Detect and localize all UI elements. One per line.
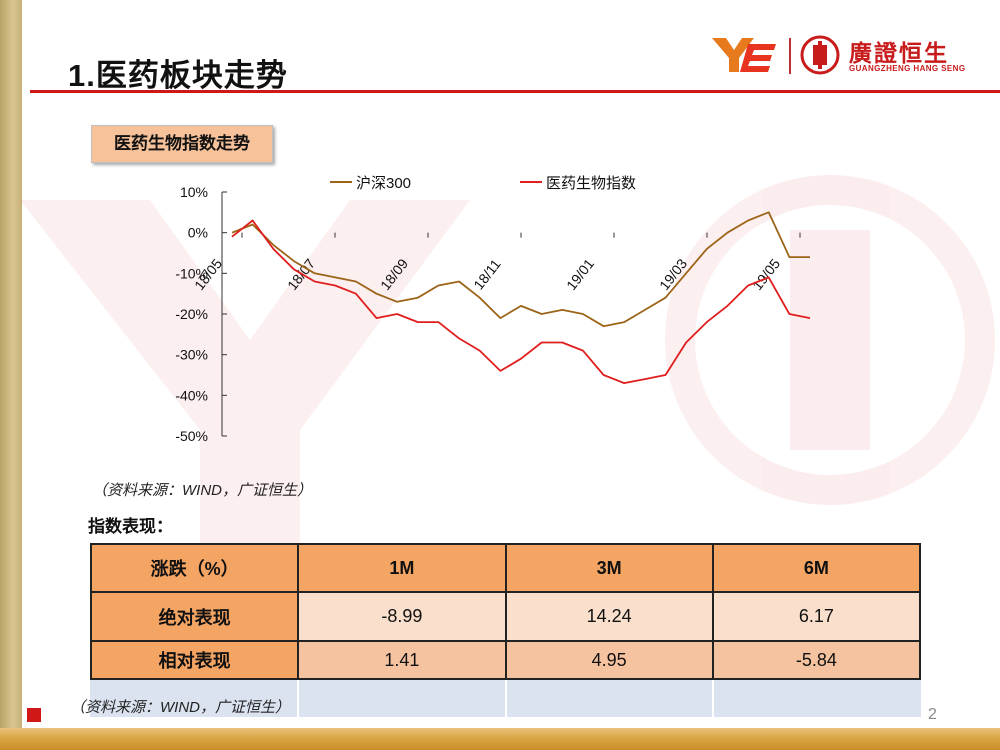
- series-line-hs300: [231, 211, 810, 328]
- section-label: 医药生物指数走势: [91, 125, 273, 163]
- company-logo: 廣證恒生 GUANGZHENG HANG SENG: [712, 32, 966, 78]
- legend-label: 沪深300: [356, 175, 411, 192]
- table-cell: 4.95: [504, 640, 714, 680]
- row-label-relative: 相对表现: [89, 640, 300, 680]
- legend-label: 医药生物指数: [546, 175, 636, 192]
- table-header-row: 涨跌（%） 1M 3M 6M: [89, 543, 922, 593]
- title-divider: [30, 90, 1000, 93]
- table-cell: 6.17: [711, 591, 922, 642]
- footer-red-square: [27, 708, 41, 722]
- page-title: 1.医药板块走势: [68, 58, 288, 93]
- seal-logo-icon: [800, 35, 840, 75]
- table-cell: -8.99: [297, 591, 507, 642]
- x-tick-label: 19/05: [749, 255, 783, 293]
- table-row: 相对表现 1.41 4.95 -5.84: [89, 640, 922, 680]
- x-tick-label: 18/11: [470, 256, 504, 293]
- empty-row-divider: [297, 680, 299, 717]
- table-source-note: （资料来源：WIND，广证恒生）: [70, 699, 290, 716]
- performance-table: 涨跌（%） 1M 3M 6M 绝对表现 -8.99 14.24 6.17 相对表…: [89, 543, 922, 680]
- y-tick-label: -20%: [175, 306, 208, 322]
- logo-separator: [789, 38, 791, 74]
- bottom-decor-bar: [0, 728, 1000, 750]
- table-cell: 14.24: [504, 591, 714, 642]
- y-tick-label: -50%: [175, 428, 208, 444]
- empty-row-divider: [712, 680, 714, 717]
- table-title: 指数表现：: [88, 517, 173, 536]
- table-header-cell: 3M: [504, 543, 714, 593]
- ye-logo-icon: [712, 38, 776, 72]
- y-tick-label: 0%: [188, 225, 208, 241]
- table-cell: -5.84: [711, 640, 922, 680]
- table-header-cell: 涨跌（%）: [89, 543, 300, 593]
- row-label-absolute: 绝对表现: [89, 591, 300, 642]
- chart-source-note: （资料来源：WIND，广证恒生）: [92, 482, 312, 499]
- series-line-pharma: [231, 219, 811, 385]
- y-tick-label: -10%: [175, 265, 208, 281]
- y-tick-label: -40%: [175, 387, 208, 403]
- page-number: 2: [928, 706, 937, 723]
- x-tick-label: 18/09: [377, 255, 411, 293]
- table-cell: 1.41: [297, 640, 507, 680]
- logo-chinese-name: 廣證恒生: [849, 40, 949, 66]
- y-tick-label: 10%: [180, 184, 208, 200]
- empty-row-divider: [505, 680, 507, 717]
- table-header-cell: 6M: [711, 543, 922, 593]
- table-empty-row: [90, 680, 921, 717]
- table-row: 绝对表现 -8.99 14.24 6.17: [89, 591, 922, 642]
- left-decor-bar: [0, 0, 22, 750]
- logo-english-name: GUANGZHENG HANG SENG: [849, 64, 966, 73]
- line-chart: 10%0%-10%-20%-30%-40%-50%18/05 18/07 18/09…: [175, 175, 811, 444]
- table-header-cell: 1M: [297, 543, 507, 593]
- y-tick-label: -30%: [175, 347, 208, 363]
- x-tick-label: 19/01: [563, 255, 597, 293]
